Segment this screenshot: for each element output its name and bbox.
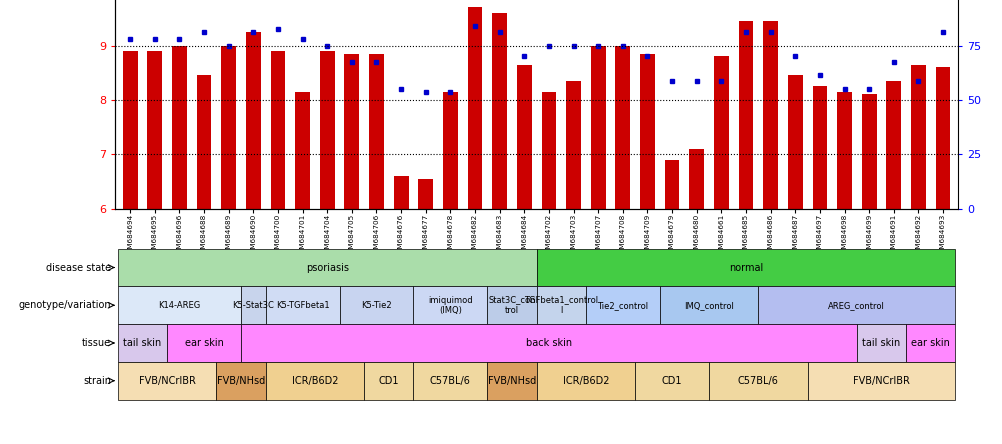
Bar (585, 286, 659, 324)
Text: Tie2_control: Tie2_control (596, 301, 647, 310)
Text: K5-Stat3C: K5-Stat3C (232, 301, 274, 310)
Bar (713, 56, 728, 209)
Text: FVB/NCrIBR: FVB/NCrIBR (138, 376, 195, 386)
Bar (266, 286, 340, 324)
Bar (122, 51, 137, 209)
Text: strain: strain (83, 376, 111, 386)
Bar (910, 64, 925, 209)
Bar (659, 286, 758, 324)
Bar (487, 362, 536, 400)
Bar (240, 324, 856, 362)
Bar (487, 286, 536, 324)
Bar (320, 51, 335, 209)
Bar (344, 54, 359, 209)
Text: genotype/variation: genotype/variation (18, 300, 111, 310)
Text: K5-TGFbeta1: K5-TGFbeta1 (276, 301, 329, 310)
Text: psoriasis: psoriasis (306, 262, 349, 273)
Bar (737, 21, 753, 209)
Text: FVB/NCrIBR: FVB/NCrIBR (853, 376, 909, 386)
Bar (117, 324, 167, 362)
Bar (758, 286, 955, 324)
Text: FVB/NHsd: FVB/NHsd (216, 376, 265, 386)
Text: imiquimod
(IMQ): imiquimod (IMQ) (428, 296, 472, 315)
Bar (240, 286, 266, 324)
Bar (443, 92, 457, 209)
Text: TGFbeta1_control
l: TGFbeta1_control l (524, 296, 598, 315)
Bar (492, 13, 507, 209)
Bar (536, 249, 955, 286)
Bar (788, 75, 802, 209)
Text: tail skin: tail skin (123, 338, 161, 348)
Bar (812, 86, 827, 209)
Bar (536, 286, 585, 324)
Bar (590, 46, 605, 209)
Text: C57BL/6: C57BL/6 (737, 376, 778, 386)
Bar (216, 362, 266, 400)
Bar (886, 81, 901, 209)
Bar (837, 92, 851, 209)
Text: back skin: back skin (525, 338, 571, 348)
Bar (117, 362, 216, 400)
Bar (615, 46, 629, 209)
Bar (245, 32, 261, 209)
Bar (565, 81, 580, 209)
Bar (117, 286, 240, 324)
Text: CD1: CD1 (378, 376, 399, 386)
Text: K5-Tie2: K5-Tie2 (361, 301, 392, 310)
Bar (688, 149, 703, 209)
Bar (536, 362, 634, 400)
Text: ear skin: ear skin (184, 338, 223, 348)
Bar (807, 362, 955, 400)
Bar (221, 46, 235, 209)
Bar (171, 46, 186, 209)
Bar (271, 51, 285, 209)
Text: C57BL/6: C57BL/6 (430, 376, 470, 386)
Legend: transformed count, percentile rank within the sample: transformed count, percentile rank withi… (116, 349, 308, 381)
Bar (634, 362, 708, 400)
Text: AREG_control: AREG_control (828, 301, 885, 310)
Bar (763, 21, 778, 209)
Text: IMQ_control: IMQ_control (683, 301, 733, 310)
Bar (541, 92, 556, 209)
Bar (196, 75, 211, 209)
Bar (394, 176, 408, 209)
Bar (516, 64, 531, 209)
Bar (413, 362, 487, 400)
Bar (295, 92, 310, 209)
Bar (639, 54, 654, 209)
Bar (147, 51, 162, 209)
Text: tail skin: tail skin (862, 338, 900, 348)
Text: ICR/B6D2: ICR/B6D2 (562, 376, 608, 386)
Bar (340, 286, 413, 324)
Text: ICR/B6D2: ICR/B6D2 (292, 376, 338, 386)
Text: K14-AREG: K14-AREG (158, 301, 200, 310)
Text: tissue: tissue (82, 338, 111, 348)
Bar (935, 67, 950, 209)
Text: normal: normal (728, 262, 763, 273)
Bar (664, 160, 678, 209)
Text: Stat3C_con
trol: Stat3C_con trol (488, 296, 535, 315)
Text: CD1: CD1 (661, 376, 681, 386)
Bar (364, 362, 413, 400)
Bar (413, 286, 487, 324)
Bar (708, 362, 807, 400)
Bar (418, 179, 433, 209)
Bar (856, 324, 905, 362)
Bar (905, 324, 955, 362)
Text: ear skin: ear skin (911, 338, 949, 348)
Text: FVB/NHsd: FVB/NHsd (487, 376, 535, 386)
Bar (266, 362, 364, 400)
Bar (117, 249, 536, 286)
Bar (467, 8, 482, 209)
Bar (369, 54, 384, 209)
Text: disease state: disease state (46, 262, 111, 273)
Bar (167, 324, 240, 362)
Bar (861, 95, 876, 209)
